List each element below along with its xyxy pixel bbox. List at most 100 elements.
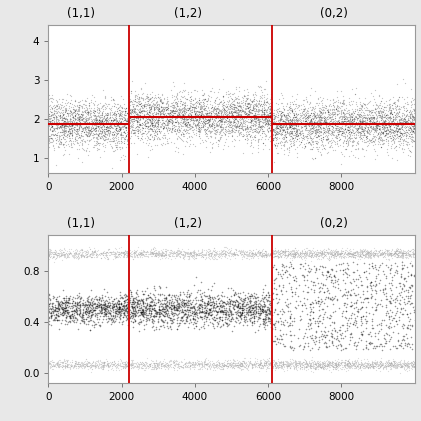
Point [384, 356, 391, 363]
Point [315, 112, 322, 118]
Point [301, 260, 308, 266]
Point [203, 360, 210, 367]
Point [175, 112, 182, 118]
Point [249, 305, 256, 312]
Point [133, 253, 140, 260]
Point [327, 129, 334, 136]
Point [124, 250, 131, 256]
Point [129, 118, 136, 125]
Point [169, 114, 176, 120]
Point [99, 109, 105, 116]
Point [345, 124, 352, 131]
Point [151, 114, 157, 120]
Point [361, 117, 368, 124]
Point [55, 362, 61, 369]
Point [293, 358, 300, 365]
Point [205, 360, 212, 366]
Point [333, 246, 339, 253]
Point [50, 359, 56, 365]
Point [281, 117, 288, 124]
Point [136, 321, 143, 328]
Point [119, 120, 126, 126]
Point [67, 120, 74, 127]
Point [389, 101, 395, 108]
Point [372, 121, 379, 128]
Point [334, 250, 341, 257]
Point [166, 292, 173, 298]
Point [267, 362, 274, 369]
Point [144, 120, 151, 126]
Point [179, 133, 186, 140]
Point [173, 93, 179, 99]
Point [302, 125, 309, 132]
Point [200, 138, 207, 145]
Point [292, 361, 299, 368]
Point [157, 252, 164, 258]
Point [191, 87, 197, 93]
Point [301, 123, 308, 130]
Point [396, 104, 402, 111]
Point [106, 133, 113, 139]
Point [243, 309, 250, 316]
Point [381, 118, 388, 125]
Point [397, 362, 404, 369]
Point [265, 301, 272, 307]
Point [213, 125, 220, 132]
Point [197, 124, 204, 131]
Point [261, 110, 268, 117]
Point [253, 245, 260, 252]
Point [144, 109, 150, 115]
Point [152, 247, 158, 253]
Point [69, 124, 76, 131]
Point [288, 136, 295, 143]
Point [46, 126, 53, 133]
Point [60, 108, 67, 115]
Point [312, 128, 318, 135]
Point [167, 129, 174, 136]
Point [409, 95, 416, 101]
Point [242, 110, 249, 117]
Point [139, 101, 146, 108]
Point [357, 121, 364, 128]
Point [59, 125, 65, 132]
Point [197, 114, 203, 120]
Point [180, 364, 187, 371]
Point [70, 252, 77, 258]
Point [407, 126, 414, 133]
Point [398, 362, 405, 369]
Point [333, 107, 340, 114]
Point [341, 248, 348, 255]
Point [375, 280, 382, 287]
Point [376, 109, 382, 116]
Point [217, 297, 224, 304]
Point [150, 100, 157, 107]
Point [121, 309, 128, 315]
Point [282, 263, 289, 269]
Point [335, 362, 341, 369]
Point [216, 108, 223, 115]
Point [50, 359, 56, 365]
Point [378, 128, 384, 134]
Point [59, 109, 66, 116]
Point [383, 249, 389, 256]
Point [402, 120, 408, 127]
Point [95, 123, 102, 129]
Point [55, 306, 61, 312]
Point [364, 317, 370, 324]
Point [245, 104, 252, 110]
Point [124, 363, 131, 370]
Point [351, 114, 357, 121]
Point [62, 115, 69, 122]
Point [132, 249, 139, 256]
Point [277, 332, 283, 338]
Point [277, 119, 284, 126]
Point [48, 314, 54, 321]
Point [225, 250, 232, 257]
Point [81, 320, 88, 326]
Point [362, 125, 369, 132]
Point [263, 364, 270, 371]
Point [246, 308, 253, 314]
Point [284, 360, 290, 366]
Point [60, 115, 67, 122]
Point [101, 302, 108, 309]
